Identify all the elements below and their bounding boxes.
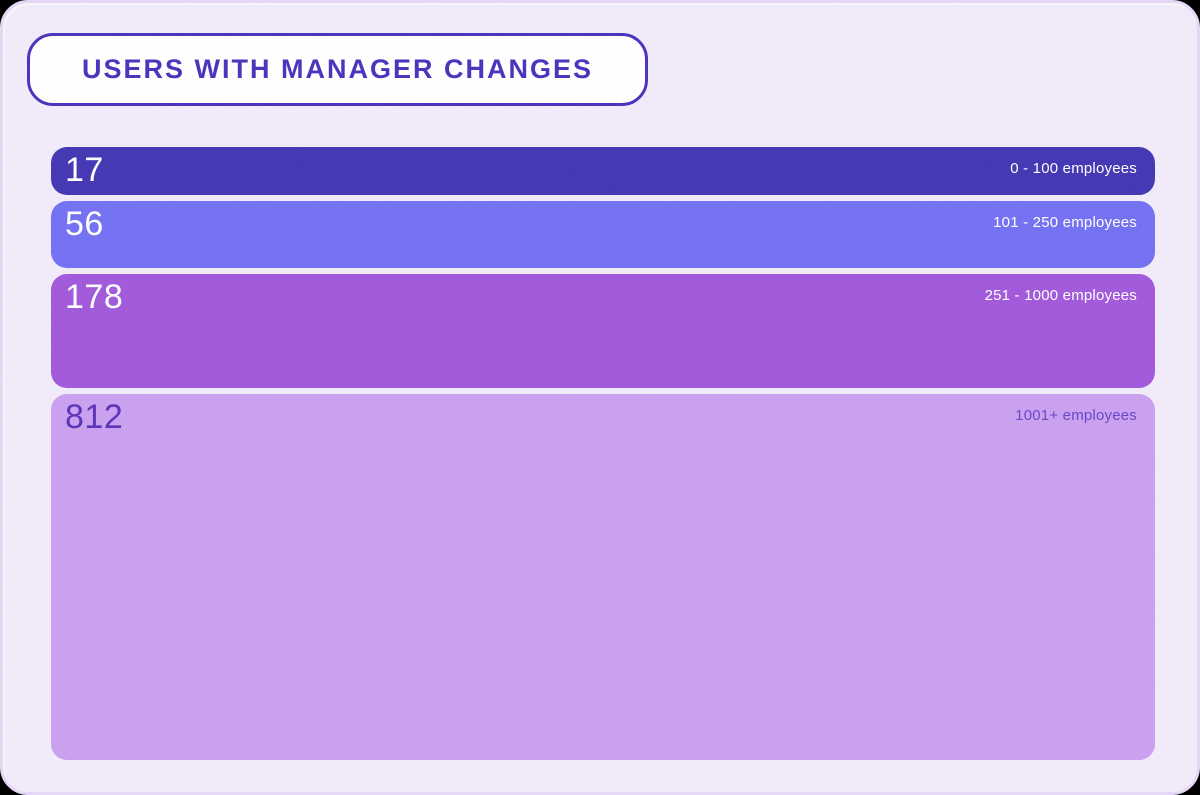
bar-value: 56 <box>65 205 104 243</box>
bar-category-label: 1001+ employees <box>1015 407 1137 424</box>
bar-segment-251-1000-employees: 178 251 - 1000 employees <box>51 274 1155 388</box>
bar-value: 17 <box>65 151 104 189</box>
bar-segment-101-250-employees: 56 101 - 250 employees <box>51 201 1155 268</box>
chart-title: USERS WITH MANAGER CHANGES <box>81 54 593 84</box>
bar-category-label: 101 - 250 employees <box>993 214 1137 231</box>
chart-title-box: USERS WITH MANAGER CHANGES <box>27 33 648 106</box>
bar-chart: 17 0 - 100 employees 56 101 - 250 employ… <box>51 147 1155 760</box>
bar-category-label: 0 - 100 employees <box>1010 160 1137 177</box>
bar-segment-0-100-employees: 17 0 - 100 employees <box>51 147 1155 195</box>
bar-category-label: 251 - 1000 employees <box>984 287 1137 304</box>
bar-value: 178 <box>65 278 124 316</box>
bar-value: 812 <box>65 398 124 436</box>
bar-segment-1001-plus-employees: 812 1001+ employees <box>51 394 1155 760</box>
